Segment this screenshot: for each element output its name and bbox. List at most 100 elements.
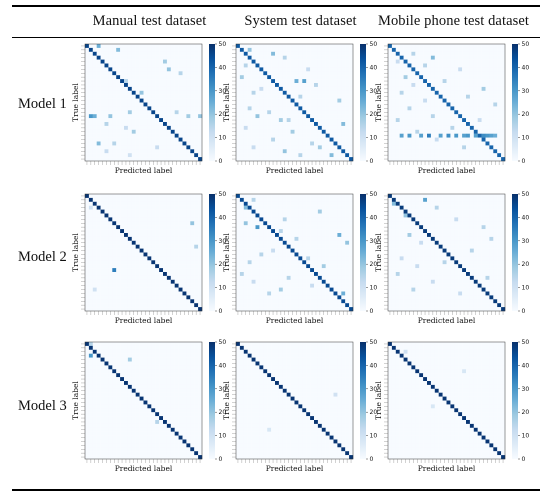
matrix-cell xyxy=(112,287,117,292)
matrix-cell xyxy=(100,205,105,210)
matrix-cell xyxy=(282,225,287,230)
matrix-cell xyxy=(190,145,195,150)
matrix-cell xyxy=(454,71,459,76)
matrix-cell xyxy=(337,149,342,154)
matrix-cell xyxy=(170,252,175,257)
matrix-cell xyxy=(298,98,303,103)
matrix-cell xyxy=(239,252,244,257)
matrix-cell xyxy=(282,133,287,138)
matrix-cell xyxy=(131,213,136,218)
matrix-cell xyxy=(290,145,295,150)
matrix-cell xyxy=(259,141,264,146)
matrix-cell xyxy=(278,44,283,49)
matrix-cell xyxy=(290,201,295,206)
matrix-cell xyxy=(131,295,136,300)
matrix-cell xyxy=(124,252,129,257)
matrix-cell xyxy=(166,291,171,296)
matrix-cell xyxy=(302,141,307,146)
matrix-cell xyxy=(182,145,187,150)
matrix-cell xyxy=(108,59,113,64)
matrix-cell xyxy=(388,51,393,56)
matrix-cell xyxy=(159,236,164,241)
matrix-cell xyxy=(243,47,248,52)
matrix-cell xyxy=(403,90,408,95)
matrix-cell xyxy=(194,260,199,265)
matrix-cell xyxy=(239,197,244,202)
matrix-cell xyxy=(236,295,241,300)
matrix-cell xyxy=(255,221,260,226)
matrix-cell xyxy=(275,129,280,134)
matrix-cell xyxy=(290,233,295,238)
matrix-cell xyxy=(85,149,90,154)
matrix-cell xyxy=(314,225,319,230)
matrix-cell xyxy=(317,248,322,253)
matrix-cell xyxy=(143,213,148,218)
matrix-cell xyxy=(442,106,447,111)
matrix-cell xyxy=(116,299,121,304)
matrix-cell xyxy=(477,201,482,206)
matrix-cell xyxy=(481,67,486,72)
matrix-cell xyxy=(96,83,101,88)
matrix-cell xyxy=(278,63,283,68)
matrix-cell xyxy=(302,125,307,130)
matrix-cell xyxy=(438,201,443,206)
matrix-cell xyxy=(286,133,291,138)
matrix-cell xyxy=(96,209,101,214)
matrix-cell xyxy=(259,157,264,162)
matrix-cell xyxy=(243,75,248,80)
matrix-cell xyxy=(267,71,272,76)
matrix-cell xyxy=(116,252,121,257)
matrix-cell xyxy=(151,291,156,296)
colorbar xyxy=(360,44,366,161)
matrix-cell xyxy=(147,55,152,60)
matrix-cell xyxy=(263,55,268,60)
matrix-cell xyxy=(473,79,478,84)
matrix-cell xyxy=(481,59,486,64)
matrix-cell xyxy=(493,114,498,119)
matrix-cell xyxy=(135,83,140,88)
matrix-cell xyxy=(259,122,264,127)
matrix-cell xyxy=(501,106,506,111)
matrix-cell xyxy=(139,264,144,269)
matrix-cell xyxy=(182,51,187,56)
matrix-cell xyxy=(302,79,307,84)
matrix-cell xyxy=(419,197,424,202)
matrix-cell xyxy=(174,47,179,52)
matrix-cell xyxy=(139,279,144,284)
matrix-cell xyxy=(190,279,195,284)
matrix-cell xyxy=(391,102,396,107)
matrix-cell xyxy=(116,55,121,60)
matrix-cell xyxy=(282,106,287,111)
matrix-cell xyxy=(321,209,326,214)
matrix-cell xyxy=(247,133,252,138)
matrix-cell xyxy=(255,67,260,72)
matrix-cell xyxy=(306,287,311,292)
matrix-cell xyxy=(403,94,408,99)
table-header-rule xyxy=(12,37,540,38)
matrix-cell xyxy=(96,275,101,280)
matrix-cell xyxy=(294,75,299,80)
matrix-cell xyxy=(341,275,346,280)
matrix-cell xyxy=(321,252,326,257)
matrix-cell xyxy=(286,201,291,206)
matrix-cell xyxy=(255,213,260,218)
matrix-cell xyxy=(485,63,490,68)
matrix-cell xyxy=(286,299,291,304)
matrix-cell xyxy=(349,213,354,218)
matrix-cell xyxy=(198,83,203,88)
matrix-cell xyxy=(194,122,199,127)
matrix-cell xyxy=(314,133,319,138)
matrix-cell xyxy=(345,47,350,52)
matrix-cell xyxy=(190,248,195,253)
matrix-cell xyxy=(329,299,334,304)
matrix-cell xyxy=(337,118,342,123)
matrix-cell xyxy=(411,201,416,206)
matrix-cell xyxy=(489,71,494,76)
matrix-cell xyxy=(263,137,268,142)
matrix-cell xyxy=(135,102,140,107)
matrix-cell xyxy=(100,299,105,304)
matrix-cell xyxy=(395,83,400,88)
matrix-cell xyxy=(139,106,144,111)
matrix-cell xyxy=(255,98,260,103)
matrix-cell xyxy=(267,122,272,127)
